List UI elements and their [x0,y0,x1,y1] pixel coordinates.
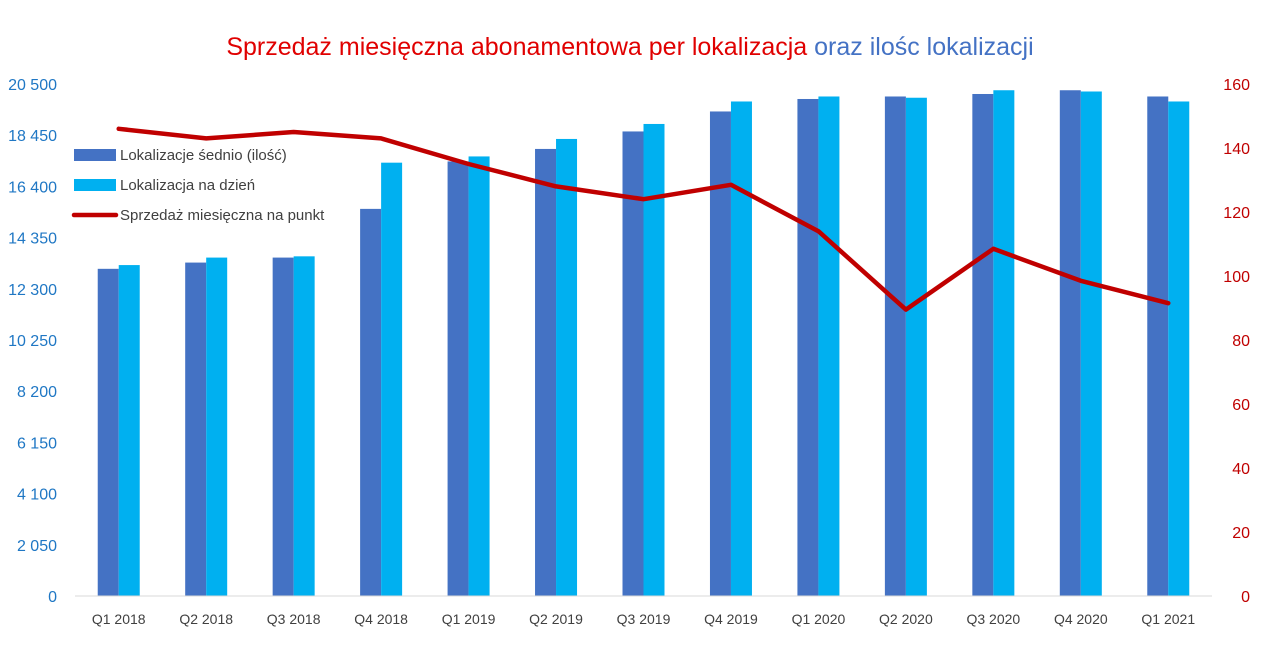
y-right-tick-label: 40 [1232,461,1250,478]
bars-layer [98,90,1190,596]
bar-series1-0 [98,269,119,596]
x-tick-label: Q2 2019 [529,611,583,627]
x-tick-label: Q4 2019 [704,611,758,627]
y-left-tick-label: 2 050 [17,538,57,555]
y-left-tick-label: 14 350 [8,231,57,248]
bar-series1-4 [448,161,469,596]
x-tick-label: Q3 2020 [966,611,1020,627]
bar-series1-12 [1147,96,1168,596]
legend-swatch-2 [74,179,116,191]
y-right-tick-label: 160 [1223,77,1250,94]
y-left-tick-label: 4 100 [17,487,57,504]
bar-series2-5 [556,139,577,596]
x-tick-label: Q4 2020 [1054,611,1108,627]
y-left-tick-label: 10 250 [8,333,57,350]
bar-series2-3 [381,163,402,596]
legend-label-1: Lokalizacje śednio (ilość) [120,147,287,164]
y-left-tick-label: 6 150 [17,435,57,452]
bar-series2-7 [731,101,752,596]
bar-series2-10 [993,90,1014,596]
bar-series2-11 [1081,91,1102,596]
x-tick-label: Q2 2018 [179,611,233,627]
legend-label-2: Lokalizacja na dzień [120,177,255,194]
chart-title-part2: oraz ilośc lokalizacji [814,33,1034,61]
bar-series1-2 [273,258,294,596]
x-tick-label: Q1 2018 [92,611,146,627]
y-left-tick-label: 0 [48,589,57,606]
x-tick-label: Q1 2020 [792,611,846,627]
x-tick-label: Q1 2021 [1141,611,1195,627]
chart-title-part1: Sprzedaż miesięczna abonamentowa per lok… [226,33,807,61]
x-tick-label: Q3 2018 [267,611,321,627]
y-right-tick-label: 120 [1223,205,1250,222]
y-right-tick-label: 0 [1241,589,1250,606]
bar-series1-9 [885,96,906,596]
x-tick-label: Q3 2019 [617,611,671,627]
y-left-tick-label: 16 400 [8,179,57,196]
bar-series2-1 [206,258,227,596]
bar-series2-8 [818,96,839,596]
y-left-tick-label: 20 500 [8,77,57,94]
bar-series2-2 [294,256,315,596]
bar-series2-12 [1168,101,1189,596]
x-tick-label: Q2 2020 [879,611,933,627]
bar-series1-10 [972,94,993,596]
bar-series1-3 [360,209,381,596]
y-left-tick-label: 8 200 [17,384,57,401]
y-left-tick-label: 12 300 [8,282,57,299]
bar-series2-9 [906,98,927,596]
bar-series1-6 [623,131,644,596]
bar-series1-1 [185,263,206,596]
bar-series1-5 [535,149,556,596]
legend: Lokalizacje śednio (ilość) Lokalizacja na… [74,147,325,224]
y-right-tick-label: 60 [1232,397,1250,414]
chart-title: Sprzedaż miesięczna abonamentowa per lok… [226,33,1033,61]
y-left-tick-label: 18 450 [8,128,57,145]
bar-series2-0 [119,265,140,596]
legend-label-3: Sprzedaż miesięczna na punkt [120,207,325,224]
y-right-tick-label: 80 [1232,333,1250,350]
bar-series1-11 [1060,90,1081,596]
legend-swatch-1 [74,149,116,161]
x-tick-label: Q1 2019 [442,611,496,627]
bar-series1-8 [797,99,818,596]
y-right-tick-label: 100 [1223,269,1250,286]
y-right-tick-label: 140 [1223,141,1250,158]
x-tick-label: Q4 2018 [354,611,408,627]
y-right-tick-label: 20 [1232,525,1250,542]
bar-series2-4 [469,156,490,596]
